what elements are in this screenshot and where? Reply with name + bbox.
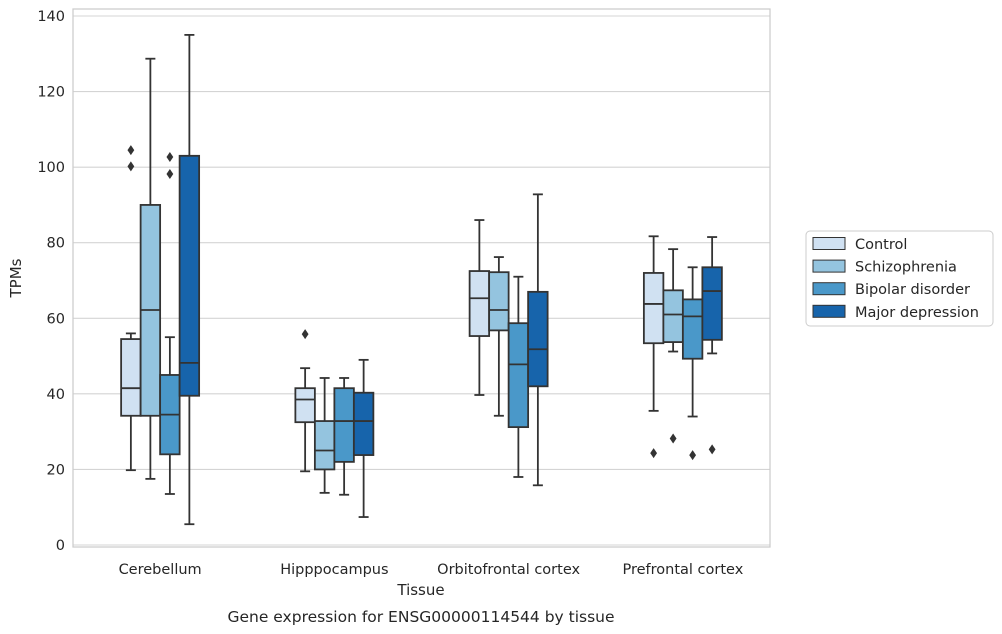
y-tick-label: 100 <box>37 160 65 176</box>
y-tick-label: 20 <box>47 462 65 478</box>
box-iqr <box>681 298 704 360</box>
box-iqr <box>178 154 201 397</box>
box-2-2 <box>507 275 530 478</box>
box-iqr <box>352 391 375 456</box>
legend-frame <box>805 230 994 327</box>
box-2-0 <box>468 219 491 396</box>
legend-swatch <box>812 237 846 250</box>
x-tick-label: Orbitofrontal cortex <box>437 562 580 578</box>
box-3-0 <box>642 235 665 459</box>
legend-label: Major depression <box>855 305 979 321</box>
y-axis-ticks: 0 20 40 60 80 100 120 140 <box>37 9 65 554</box>
x-tick-label: Hipppocampus <box>280 562 388 578</box>
x-tick-label: Prefrontal cortex <box>622 562 743 578</box>
box-iqr <box>507 322 530 429</box>
box-iqr <box>120 338 142 417</box>
chart-caption: Gene expression for ENSG00000114544 by t… <box>227 608 614 626</box>
y-axis-label: TPMs <box>7 258 25 298</box>
legend: Control Schizophrenia Bipolar disorder Majo… <box>805 230 994 327</box>
legend-swatch <box>812 259 846 273</box>
box-groups <box>120 33 723 526</box>
y-tick-label: 140 <box>37 9 65 25</box>
box-iqr <box>488 271 510 332</box>
legend-label: Bipolar disorder <box>855 282 970 298</box>
box-iqr <box>701 266 723 341</box>
box-0-2 <box>159 151 181 495</box>
box-1-2 <box>333 377 355 496</box>
outlier-point <box>166 168 174 179</box>
x-tick-label: Cerebellum <box>119 562 202 578</box>
y-tick-label: 60 <box>47 311 65 327</box>
plot-area-frame <box>72 8 771 548</box>
outlier-point <box>650 448 658 459</box>
y-tick-label: 0 <box>56 538 65 554</box>
y-tick-label: 80 <box>47 236 65 252</box>
box-3-2 <box>681 266 704 461</box>
box-iqr <box>527 290 549 388</box>
legend-swatch <box>812 282 846 296</box>
box-1-1 <box>313 377 336 494</box>
box-1-0 <box>294 329 316 473</box>
box-iqr <box>642 272 665 345</box>
box-0-0 <box>120 145 142 472</box>
outlier-point <box>301 329 309 340</box>
box-1-3 <box>352 358 375 518</box>
legend-label: Control <box>855 237 907 253</box>
box-iqr <box>313 420 336 471</box>
box-2-3 <box>527 193 549 487</box>
box-0-3 <box>178 33 201 526</box>
x-axis-label: Tissue <box>396 581 444 599</box>
outlier-point <box>669 433 677 444</box>
x-axis-ticks: Cerebellum Hipppocampus Orbitofrontal cort… <box>119 562 744 578</box>
outlier-point <box>689 450 697 461</box>
box-iqr <box>294 387 316 424</box>
y-tick-label: 40 <box>47 387 65 403</box>
legend-swatch <box>812 304 846 318</box>
outlier-point <box>127 161 135 172</box>
box-2-1 <box>488 256 510 417</box>
box-iqr <box>468 270 491 337</box>
outlier-point <box>166 151 174 162</box>
legend-label: Schizophrenia <box>855 260 957 276</box>
box-0-1 <box>139 57 162 480</box>
box-3-1 <box>662 248 684 444</box>
box-3-3 <box>701 236 723 455</box>
outlier-point <box>708 444 716 455</box>
gridlines <box>73 15 770 546</box>
outlier-point <box>127 145 135 156</box>
box-iqr <box>333 387 355 463</box>
box-iqr <box>662 289 684 343</box>
y-tick-label: 120 <box>37 85 65 101</box>
